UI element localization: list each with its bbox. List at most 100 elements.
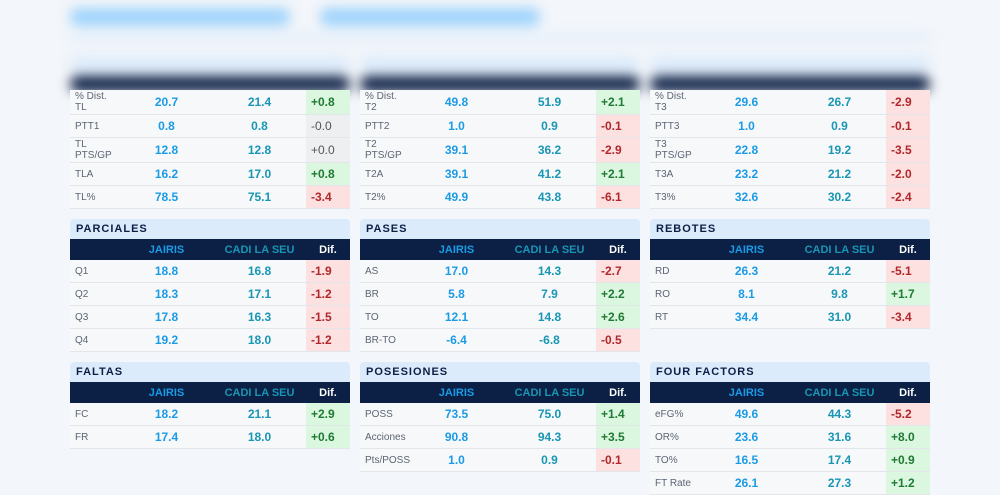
team2-value: 14.8: [503, 305, 596, 329]
team2-value: 94.3: [503, 425, 596, 449]
team1-value: 1.0: [410, 114, 503, 138]
column-header: JAIRIS: [120, 382, 213, 403]
team2-value: 75.0: [503, 403, 596, 426]
difference-value: -2.9: [886, 90, 930, 115]
team1-value: 17.8: [120, 305, 213, 329]
stat-label: FT Rate: [650, 471, 700, 495]
table-row: TL% 78.5 75.1 -3.4: [70, 185, 350, 209]
team2-value: 36.2: [503, 137, 596, 163]
table-row: Q2 18.3 17.1 -1.2: [70, 282, 350, 306]
team1-value: 39.1: [410, 162, 503, 186]
table-row: RT 34.4 31.0 -3.4: [650, 305, 930, 329]
stat-label: TO: [360, 305, 410, 329]
column-header: CADI LA SEU: [793, 382, 886, 403]
team2-value: 18.0: [213, 328, 306, 352]
table-row: OR% 23.6 31.6 +8.0: [650, 425, 930, 449]
table-row: FR 17.4 18.0 +0.6: [70, 425, 350, 449]
difference-value: +1.4: [596, 403, 640, 426]
table-row: T3A 23.2 21.2 -2.0: [650, 162, 930, 186]
stat-label: OR%: [650, 425, 700, 449]
difference-value: -2.4: [886, 185, 930, 209]
difference-value: +2.9: [306, 403, 350, 426]
difference-value: -5.2: [886, 403, 930, 426]
team2-value: 17.1: [213, 282, 306, 306]
difference-value: -2.7: [596, 260, 640, 283]
team1-value: 34.4: [700, 305, 793, 329]
difference-value: +0.6: [306, 425, 350, 449]
team2-value: 21.1: [213, 403, 306, 426]
team1-value: 26.1: [700, 471, 793, 495]
table-row: T3 PTS/GP 22.8 19.2 -3.5: [650, 137, 930, 163]
stat-label: AS: [360, 260, 410, 283]
team2-value: 21.2: [793, 260, 886, 283]
table-header: JAIRIS CADI LA SEU Dif.: [70, 382, 350, 403]
stats-table: % Dist. T3 29.6 26.7 -2.9 PTT3 1.0 0.9 -0.1 T3 P…: [650, 90, 930, 209]
stat-label: Q2: [70, 282, 120, 306]
stat-label: TLA: [70, 162, 120, 186]
difference-value: +2.6: [596, 305, 640, 329]
stat-label: BR: [360, 282, 410, 306]
team1-value: 22.8: [700, 137, 793, 163]
column-header: Dif.: [596, 239, 640, 260]
table-row: Q4 19.2 18.0 -1.2: [70, 328, 350, 352]
table-row: FT Rate 26.1 27.3 +1.2: [650, 471, 930, 495]
table-row: PTT1 0.8 0.8 -0.0: [70, 114, 350, 138]
table-header: JAIRIS CADI LA SEU Dif.: [70, 239, 350, 260]
team2-value: 31.0: [793, 305, 886, 329]
team2-value: 12.8: [213, 137, 306, 163]
stat-label: T2 PTS/GP: [360, 137, 410, 163]
table-row: Acciones 90.8 94.3 +3.5: [360, 425, 640, 449]
stat-label: PTT3: [650, 114, 700, 138]
table-header: JAIRIS CADI LA SEU Dif.: [360, 239, 640, 260]
team2-value: 51.9: [503, 90, 596, 115]
stat-label: T3 PTS/GP: [650, 137, 700, 163]
team1-value: 26.3: [700, 260, 793, 283]
table-row: PTT3 1.0 0.9 -0.1: [650, 114, 930, 138]
team2-value: 7.9: [503, 282, 596, 306]
difference-value: -2.9: [596, 137, 640, 163]
table-row: PTT2 1.0 0.9 -0.1: [360, 114, 640, 138]
column-header: Dif.: [306, 382, 350, 403]
table-row: TL PTS/GP 12.8 12.8 +0.0: [70, 137, 350, 163]
team1-value: 73.5: [410, 403, 503, 426]
difference-value: +2.2: [596, 282, 640, 306]
card-title: PASES: [360, 219, 640, 239]
table-header: JAIRIS CADI LA SEU Dif.: [360, 382, 640, 403]
column-header: JAIRIS: [410, 382, 503, 403]
stat-label: Acciones: [360, 425, 410, 449]
table-row: POSS 73.5 75.0 +1.4: [360, 403, 640, 426]
team1-value: 12.8: [120, 137, 213, 163]
team1-value: 32.6: [700, 185, 793, 209]
team2-value: 19.2: [793, 137, 886, 163]
stats-table: JAIRIS CADI LA SEU Dif. eFG% 49.6 44.3 -5.2 OR%…: [650, 382, 930, 495]
difference-value: +2.1: [596, 162, 640, 186]
difference-value: +3.5: [596, 425, 640, 449]
team1-value: 18.3: [120, 282, 213, 306]
stat-label: T2%: [360, 185, 410, 209]
difference-value: +1.2: [886, 471, 930, 495]
stats-grid: % Dist. TL 20.7 21.4 +0.8 PTT1 0.8 0.8 -0.0 TL P…: [70, 90, 930, 495]
team2-value: 26.7: [793, 90, 886, 115]
stat-label: Q4: [70, 328, 120, 352]
difference-value: -0.0: [306, 114, 350, 138]
team2-value: 17.4: [793, 448, 886, 472]
team2-value: 14.3: [503, 260, 596, 283]
table-header: JAIRIS CADI LA SEU Dif.: [650, 239, 930, 260]
difference-value: +0.8: [306, 162, 350, 186]
team1-value: -6.4: [410, 328, 503, 352]
team2-value: 30.2: [793, 185, 886, 209]
team2-value: 17.0: [213, 162, 306, 186]
stat-label: TO%: [650, 448, 700, 472]
card-title: REBOTES: [650, 219, 930, 239]
difference-value: +0.9: [886, 448, 930, 472]
stat-label: RD: [650, 260, 700, 283]
table-row: % Dist. TL 20.7 21.4 +0.8: [70, 90, 350, 115]
stats-card: PARCIALES JAIRIS CADI LA SEU Dif. Q1 18.8 16.8…: [70, 219, 350, 352]
column-header: CADI LA SEU: [213, 239, 306, 260]
card-title: FALTAS: [70, 362, 350, 382]
team2-value: 21.2: [793, 162, 886, 186]
difference-value: -0.5: [596, 328, 640, 352]
table-row: TLA 16.2 17.0 +0.8: [70, 162, 350, 186]
table-row: RD 26.3 21.2 -5.1: [650, 260, 930, 283]
stats-card: % Dist. T2 49.8 51.9 +2.1 PTT2 1.0 0.9 -0.1 T2 P…: [360, 90, 640, 209]
